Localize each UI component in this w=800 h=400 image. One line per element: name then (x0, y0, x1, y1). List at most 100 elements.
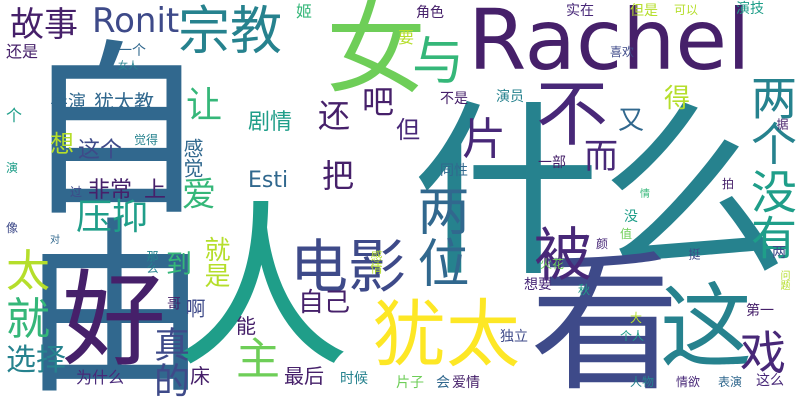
word-biaoyan: 表演 (718, 375, 743, 389)
word-jiao: 据 (775, 118, 789, 130)
word-qiu: 秋 (578, 283, 591, 297)
word-yan-face: 颜 (596, 237, 609, 251)
word-qingyu: 情欲 (676, 375, 701, 389)
word-danshi: 但是 (630, 3, 658, 19)
word-pai: 拍 (722, 177, 735, 191)
word-qing: 情 (640, 189, 650, 200)
word-ba: 吧 (362, 83, 395, 121)
word-yibu: 一部 (538, 155, 566, 171)
word-xi: 戏 (740, 326, 786, 380)
word-shang: 上 (144, 178, 167, 203)
word-zhende: 真的 (148, 326, 189, 398)
word-zongjiao: 宗教 (178, 2, 283, 62)
word-juese: 角色 (416, 5, 444, 21)
word-bu: 不 (536, 72, 609, 156)
word-xiang: 想 (50, 130, 74, 158)
word-ziji: 自己 (298, 288, 351, 318)
word-name: 那么 (145, 250, 159, 274)
word-juqing: 剧情 (248, 110, 293, 135)
word-liangwei: 两位 (408, 184, 468, 288)
word-dui: 对 (50, 235, 60, 246)
word-er: 而 (584, 137, 618, 177)
word-tai: 太 (6, 246, 50, 297)
word-keyi: 可以 (674, 3, 699, 17)
word-ji: 姬 (296, 2, 313, 21)
word-meiyou: 没有 (744, 168, 798, 260)
word-esti: Esti (248, 168, 289, 193)
word-shenme: 什么 (412, 84, 788, 303)
word-shihou: 时候 (340, 371, 368, 387)
word-haishi: 还是 (6, 42, 39, 61)
word-gushi: 故事 (10, 5, 78, 45)
word-ganjue: 感觉 (180, 138, 204, 178)
word-weishenme: 为什么 (76, 368, 125, 387)
word-ba-hold: 把 (322, 157, 355, 195)
word-dianying: 电影 (290, 233, 407, 301)
word-bushi: 不是 (440, 91, 468, 107)
word-da: 大 (630, 311, 643, 325)
word-yan: 演 (6, 161, 19, 175)
word-yige: 一个 (118, 43, 146, 59)
word-shizai: 实在 (566, 3, 594, 19)
word-a: 啊 (182, 298, 206, 318)
word-rachel: Rachel (468, 0, 751, 89)
word-ting: 挺 (687, 248, 701, 260)
word-yu: 与 (412, 32, 465, 92)
word-geren: 个人 (620, 329, 645, 343)
word-nv: 女 (326, 0, 426, 108)
word-dan: 但 (396, 116, 420, 144)
word-duli: 独立 (500, 329, 528, 345)
word-wenti: 问题 (778, 270, 789, 290)
word-rang: 让 (186, 85, 223, 126)
word-daoyan: 导演 (50, 92, 86, 113)
word-ronit: Ronit (92, 1, 180, 41)
word-chuang: 床 (190, 364, 210, 388)
word-ge: 个 (6, 106, 23, 125)
word-pian: 片 (462, 114, 506, 165)
word-huohua: 火花 (540, 257, 565, 271)
word-jiushi: 就是 (200, 236, 230, 288)
word-feichang: 非常 (88, 178, 133, 203)
word-nvren: 女人 (118, 61, 138, 72)
word-ganqing: 感情 (369, 250, 383, 274)
word-liang: 两 (772, 245, 786, 261)
word-xihuan: 喜欢 (610, 45, 635, 59)
word-guo: 过 (70, 185, 83, 199)
word-pianzi: 片子 (396, 375, 424, 391)
word-neng: 能 (236, 314, 256, 338)
word-zhu: 主 (236, 334, 280, 385)
word-di: 第一 (746, 303, 774, 319)
word-ziyou: 自由 (0, 32, 208, 388)
word-zhi: 值 (620, 227, 633, 241)
word-renwu: 人物 (630, 375, 655, 389)
word-tongxing: 同性 (440, 163, 468, 179)
word-ge2: 哥 (165, 296, 181, 310)
word-xiangyao: 想要 (524, 277, 552, 293)
word-hui: 会 (436, 375, 450, 391)
word-yao: 要 (398, 28, 415, 47)
word-zhemeduo: 这么 (756, 373, 784, 389)
word-aiqing: 爱情 (452, 375, 480, 391)
word-youtaijiao: 犹太教 (94, 90, 154, 114)
word-youtai: 犹太 (372, 292, 520, 378)
word-yayi: 压抑 (76, 197, 149, 238)
word-xuanze: 选择 (6, 343, 66, 378)
word-huan: 还 (318, 97, 351, 135)
word-juede: 觉得 (134, 133, 159, 147)
word-zuihou: 最后 (284, 364, 324, 388)
word-hao: 好 (62, 259, 167, 381)
word-you: 又 (618, 106, 645, 136)
word-yanyuan: 演员 (496, 89, 524, 105)
word-mei: 没 (624, 209, 638, 225)
word-zhege: 这个 (78, 138, 123, 163)
word-zhe: 这 (660, 274, 753, 381)
word-xiang-like: 像 (6, 221, 19, 235)
word-ai: 爱 (182, 175, 216, 215)
word-de: 得 (664, 84, 691, 114)
word-dao: 到 (166, 250, 193, 280)
word-yanji: 演技 (736, 1, 764, 17)
word-kan: 看 (530, 238, 681, 400)
word-bei: 被 (534, 221, 593, 289)
word-liangge: 两个 (744, 74, 798, 166)
